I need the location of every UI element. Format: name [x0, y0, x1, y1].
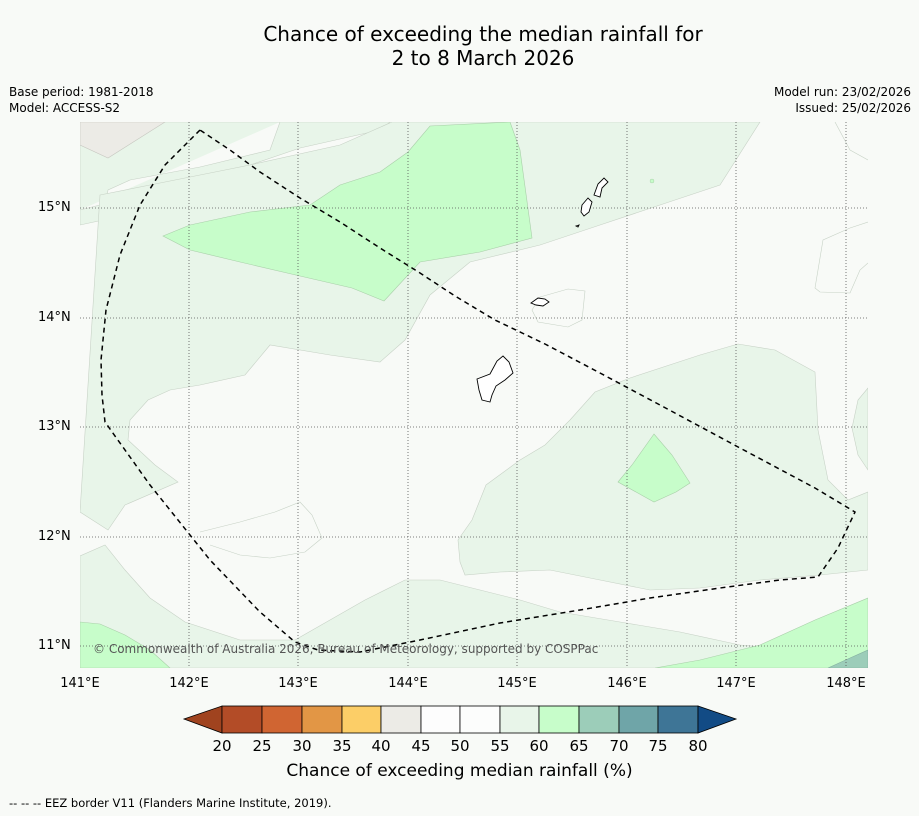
eez-footnote: -- -- -- EEZ border V11 (Flanders Marine… — [9, 796, 332, 810]
contour-spot-60-65 — [649, 178, 655, 184]
lat-label-12n: 12°N — [38, 529, 71, 544]
cbar-tick-20: 20 — [212, 737, 232, 755]
colorbar-label: Chance of exceeding median rainfall (%) — [286, 761, 633, 781]
lon-label-144e: 144°E — [388, 676, 428, 691]
contour-band-60-65-central — [617, 433, 691, 503]
lat-label-13n: 13°N — [38, 419, 71, 434]
contour-band-55-60-east — [851, 387, 868, 471]
colorbar-bin-20-25 — [221, 705, 263, 734]
cbar-tick-35: 35 — [332, 737, 352, 755]
lon-label-143e: 143°E — [278, 676, 318, 691]
contour-line-south-white — [199, 501, 323, 559]
map-panel: © Commonwealth of Australia 2026, Bureau… — [80, 122, 868, 668]
model-run: Model run: 23/02/2026 — [773, 85, 911, 99]
cbar-tick-75: 75 — [648, 737, 668, 755]
title-line-1: Chance of exceeding the median rainfall … — [263, 22, 703, 46]
lon-label-148e: 148°E — [826, 676, 866, 691]
map-title: Chance of exceeding the median rainfall … — [0, 22, 919, 70]
cbar-tick-80: 80 — [688, 737, 708, 755]
contour-band-65-70-southeast — [827, 649, 868, 668]
lon-label-141e: 141°E — [60, 676, 100, 691]
issued-date: Issued: 25/02/2026 — [795, 101, 911, 115]
meta-right: Model run: 23/02/2026 Issued: 25/02/2026 — [774, 84, 911, 116]
contour-band-60-65-north — [162, 122, 533, 302]
colorbar-extend-high — [697, 705, 738, 734]
cbar-tick-70: 70 — [609, 737, 629, 755]
colorbar-bin-75-80 — [657, 705, 699, 734]
cbar-tick-60: 60 — [529, 737, 549, 755]
gridlines — [80, 122, 868, 668]
island-tinian — [580, 197, 593, 217]
colorbar-bin-45-50 — [420, 705, 461, 734]
lon-label-145e: 145°E — [497, 676, 537, 691]
island-guam — [476, 355, 514, 403]
colorbar-bin-60-65 — [538, 705, 580, 734]
lon-label-142e: 142°E — [169, 676, 209, 691]
title-line-2: 2 to 8 March 2026 — [391, 46, 575, 70]
eez-border — [100, 129, 856, 653]
colorbar-extend-low — [182, 705, 223, 734]
cbar-tick-25: 25 — [252, 737, 272, 755]
contour-band-60-65-southwest — [80, 621, 171, 668]
colorbar-bin-30-35 — [301, 705, 343, 734]
colorbar-bin-50-55 — [459, 705, 501, 734]
contour-band-45-50-northwest — [80, 122, 166, 159]
copyright: © Commonwealth of Australia 2026, Bureau… — [93, 642, 598, 656]
islands — [476, 177, 609, 403]
base-period: Base period: 1981-2018 — [9, 85, 154, 99]
lat-label-11n: 11°N — [38, 638, 71, 653]
colorbar-bin-55-60 — [499, 705, 540, 734]
colorbar-bin-25-30 — [261, 705, 303, 734]
colorbar-bin-65-70 — [578, 705, 620, 734]
cbar-tick-65: 65 — [569, 737, 589, 755]
colorbar-bin-35-40 — [341, 705, 382, 734]
cbar-tick-30: 30 — [292, 737, 312, 755]
lon-label-147e: 147°E — [716, 676, 756, 691]
colorbar-bin-70-75 — [618, 705, 659, 734]
meta-left: Base period: 1981-2018 Model: ACCESS-S2 — [9, 84, 154, 116]
colorbar-bin-40-45 — [380, 705, 422, 734]
contour-line-island-north — [531, 288, 586, 328]
island-aguijan — [574, 224, 580, 228]
cbar-tick-55: 55 — [490, 737, 510, 755]
island-saipan — [593, 177, 609, 198]
contour-line-east — [814, 221, 868, 294]
contour-band-60-65-southeast — [654, 597, 868, 668]
island-rota — [530, 297, 550, 307]
cbar-tick-50: 50 — [450, 737, 470, 755]
lat-label-14n: 14°N — [38, 310, 71, 325]
lat-label-15n: 15°N — [38, 200, 71, 215]
cbar-tick-45: 45 — [411, 737, 431, 755]
cbar-tick-40: 40 — [371, 737, 391, 755]
contour-line-northeast — [834, 122, 868, 161]
colorbar — [182, 705, 738, 734]
lon-label-146e: 146°E — [607, 676, 647, 691]
model-name: Model: ACCESS-S2 — [9, 101, 121, 115]
